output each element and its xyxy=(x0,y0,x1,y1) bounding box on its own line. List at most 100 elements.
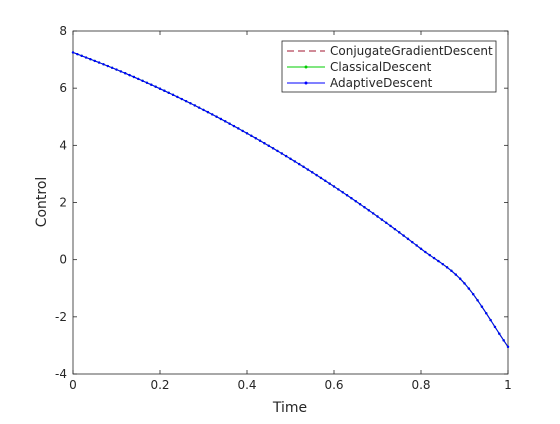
data-point-adaptivedescent xyxy=(458,277,462,280)
data-point-adaptivedescent xyxy=(428,253,431,257)
data-point-adaptivedescent xyxy=(298,162,301,166)
data-point-adaptivedescent xyxy=(267,144,270,147)
data-point-adaptivedescent xyxy=(345,194,349,197)
data-point-adaptivedescent xyxy=(119,70,123,73)
legend-label-classicaldescent: ClassicalDescent xyxy=(330,60,432,74)
data-point-adaptivedescent xyxy=(437,259,440,263)
data-point-adaptivedescent xyxy=(215,115,218,118)
data-point-adaptivedescent xyxy=(176,95,179,99)
data-point-adaptivedescent xyxy=(150,83,153,86)
data-point-adaptivedescent xyxy=(93,59,96,63)
data-point-adaptivedescent xyxy=(302,165,305,169)
data-point-adaptivedescent xyxy=(419,247,423,251)
x-axis-label: Time xyxy=(272,400,307,416)
legend-label-adaptivedescent: AdaptiveDescent xyxy=(330,76,433,90)
data-point-adaptivedescent xyxy=(415,244,418,247)
data-point-adaptivedescent xyxy=(228,122,231,125)
data-point-adaptivedescent xyxy=(324,179,327,182)
data-point-adaptivedescent xyxy=(271,147,275,150)
data-point-adaptivedescent xyxy=(158,87,162,90)
data-point-adaptivedescent xyxy=(206,110,210,114)
data-point-adaptivedescent xyxy=(245,132,249,135)
data-point-adaptivedescent xyxy=(467,287,471,290)
data-point-adaptivedescent xyxy=(441,262,444,266)
data-point-adaptivedescent xyxy=(276,149,279,153)
data-point-adaptivedescent xyxy=(163,89,166,92)
data-point-adaptivedescent xyxy=(337,188,340,191)
data-point-adaptivedescent xyxy=(250,134,253,137)
data-point-adaptivedescent xyxy=(224,120,227,123)
data-point-adaptivedescent xyxy=(254,137,257,140)
data-point-adaptivedescent xyxy=(110,66,114,69)
data-point-adaptivedescent xyxy=(263,142,266,145)
data-point-adaptivedescent xyxy=(189,102,192,105)
data-point-adaptivedescent xyxy=(332,185,336,188)
data-point-adaptivedescent xyxy=(424,250,427,254)
data-point-adaptivedescent xyxy=(454,273,457,276)
data-point-adaptivedescent xyxy=(371,212,375,215)
data-point-adaptivedescent xyxy=(328,182,331,185)
data-point-adaptivedescent xyxy=(502,339,505,342)
x-tick-label: 0 xyxy=(69,378,77,392)
data-point-adaptivedescent xyxy=(115,68,118,71)
data-point-adaptivedescent xyxy=(380,218,384,221)
y-tick-label: 6 xyxy=(59,81,67,95)
data-point-adaptivedescent xyxy=(489,318,492,322)
data-point-adaptivedescent xyxy=(232,124,236,128)
y-tick-label: -2 xyxy=(55,310,67,324)
data-point-adaptivedescent xyxy=(258,139,262,142)
x-tick-label: 0.6 xyxy=(324,378,343,392)
y-axis-label: Control xyxy=(34,177,50,228)
data-point-adaptivedescent xyxy=(289,157,292,160)
data-point-adaptivedescent xyxy=(358,203,362,206)
data-point-adaptivedescent xyxy=(180,97,183,101)
data-point-adaptivedescent xyxy=(498,332,501,335)
data-point-adaptivedescent xyxy=(306,168,310,171)
data-point-adaptivedescent xyxy=(367,209,370,212)
data-point-adaptivedescent xyxy=(124,72,127,75)
data-point-adaptivedescent xyxy=(463,282,466,285)
data-point-adaptivedescent xyxy=(197,106,201,109)
y-tick-label: 2 xyxy=(59,196,67,210)
data-point-adaptivedescent xyxy=(402,234,405,237)
data-point-adaptivedescent xyxy=(237,127,240,130)
data-point-adaptivedescent xyxy=(450,269,453,273)
legend-marker-adaptivedescent xyxy=(304,81,308,85)
series-layer xyxy=(71,51,510,349)
data-point-adaptivedescent xyxy=(84,56,88,59)
data-point-adaptivedescent xyxy=(319,176,323,180)
data-point-adaptivedescent xyxy=(311,171,314,174)
y-tick-label: -4 xyxy=(55,367,67,381)
legend-item-adaptivedescent: AdaptiveDescent xyxy=(287,76,433,90)
data-point-adaptivedescent xyxy=(354,200,357,203)
legend-label-conjugategradientdescent: ConjugateGradientDescent xyxy=(330,44,493,58)
data-point-adaptivedescent xyxy=(385,221,388,224)
data-point-adaptivedescent xyxy=(476,299,479,302)
data-point-adaptivedescent xyxy=(445,266,449,269)
data-point-adaptivedescent xyxy=(132,75,136,79)
data-point-adaptivedescent xyxy=(350,197,353,200)
y-tick-label: 0 xyxy=(59,253,67,267)
data-point-adaptivedescent xyxy=(102,63,105,66)
data-point-adaptivedescent xyxy=(97,61,101,64)
legend-item-conjugategradientdescent: ConjugateGradientDescent xyxy=(287,44,493,58)
data-point-adaptivedescent xyxy=(241,129,244,133)
data-point-adaptivedescent xyxy=(154,85,157,88)
y-tick-label: 8 xyxy=(59,24,67,38)
data-point-adaptivedescent xyxy=(137,77,140,81)
series-adaptivedescent xyxy=(71,51,510,349)
data-point-adaptivedescent xyxy=(493,325,497,329)
data-point-adaptivedescent xyxy=(293,160,297,163)
data-point-adaptivedescent xyxy=(341,191,344,194)
data-point-adaptivedescent xyxy=(71,51,75,54)
y-tick-label: 4 xyxy=(59,138,67,152)
data-point-adaptivedescent xyxy=(398,231,401,234)
data-point-adaptivedescent xyxy=(193,104,196,107)
data-point-adaptivedescent xyxy=(406,237,410,241)
data-point-adaptivedescent xyxy=(106,64,110,68)
data-point-adaptivedescent xyxy=(128,73,131,77)
x-tick-label: 1 xyxy=(504,378,512,392)
data-point-adaptivedescent xyxy=(480,305,484,308)
legend-item-classicaldescent: ClassicalDescent xyxy=(287,60,432,74)
